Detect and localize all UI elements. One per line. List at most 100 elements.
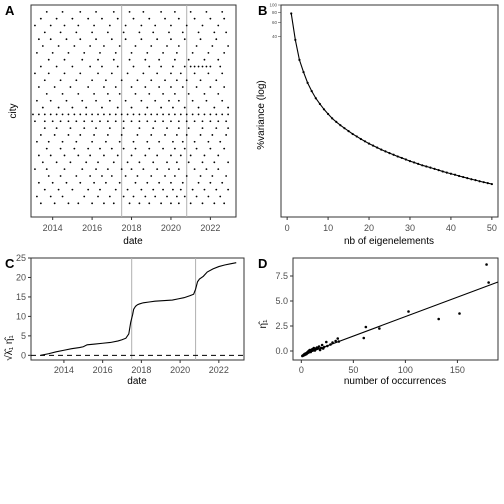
panel-b-point-5 <box>310 90 313 93</box>
panel-a-point-0-5 <box>103 202 105 205</box>
panel-a-point-9-12 <box>193 140 196 143</box>
panel-a-point-8-0 <box>45 147 48 150</box>
panel-a-point-26-10 <box>185 24 188 27</box>
panel-a-point-3-10 <box>170 181 172 184</box>
panel-a-point-26-4 <box>93 24 95 27</box>
panel-a-point-24-7 <box>140 38 143 41</box>
panel-a-point-1-13 <box>195 195 198 198</box>
panel-a-point-26-8 <box>154 24 157 27</box>
panel-c-x-tick-label-1: 2016 <box>93 365 113 375</box>
panel-a-point-16-5 <box>118 93 121 95</box>
panel-a-point-2-10 <box>172 188 174 191</box>
panel-d-point-29 <box>318 348 322 352</box>
panel-a-point-1-7 <box>132 195 135 198</box>
panel-a-point-21-1 <box>63 58 66 61</box>
panel-a-point-18-10 <box>185 79 188 82</box>
panel-a-point-26-5 <box>108 24 111 27</box>
panel-a-point-0-7 <box>128 202 131 205</box>
panel-d-point-24 <box>313 349 317 352</box>
panel-a-point-19-6 <box>126 72 129 75</box>
panel-b-point-1 <box>294 38 297 41</box>
panel-a-point-10-6 <box>120 134 123 136</box>
panel-a-point-9-10 <box>172 140 174 143</box>
panel-a-x-axis-title: date <box>123 236 143 247</box>
panel-a-point-4-2 <box>75 175 78 177</box>
panel-c-x-tick-label-2: 2018 <box>131 365 151 375</box>
panel-a-point-18-9 <box>175 79 178 82</box>
panel-b-point-26 <box>396 155 399 158</box>
panel-a-point-9-2 <box>61 140 64 143</box>
panel-a-point-7-5 <box>103 154 105 157</box>
panel-b-point-8 <box>322 108 326 111</box>
panel-a-point-3-9 <box>158 181 161 184</box>
panel-a-point-25-9 <box>181 31 184 34</box>
panel-a-point-8-12 <box>195 147 198 150</box>
panel-c-plot-frame <box>30 257 245 361</box>
panel-a-point-4-0 <box>47 175 50 177</box>
panel-c-y-tick-label-3: 15 <box>16 292 26 302</box>
panel-a-point-12-14 <box>146 120 149 123</box>
panel-d-points <box>301 263 490 358</box>
panel-a-point-2-15 <box>227 188 230 191</box>
panel-a-point-16-0 <box>45 93 48 95</box>
panel-a-point-13-13 <box>108 113 111 116</box>
panel-c-y-tick-label-4: 20 <box>16 272 26 282</box>
panel-a-point-17-0 <box>37 86 40 88</box>
panel-a-point-4-11 <box>185 175 188 177</box>
panel-a-point-14-1 <box>57 106 60 109</box>
panel-a-point-20-6 <box>132 65 135 68</box>
panel-a-point-27-1 <box>55 17 58 20</box>
panel-a-point-16-9 <box>173 93 176 95</box>
panel-a-point-7-6 <box>116 154 119 157</box>
panel-a-point-26-7 <box>140 24 143 27</box>
panel-a-point-5-3 <box>81 168 84 171</box>
panel-a-point-1-5 <box>108 195 111 198</box>
panel-a-point-27-11 <box>209 17 212 20</box>
panel-a-point-24-10 <box>183 38 186 41</box>
panel-a-point-28-9 <box>189 10 192 13</box>
panel-a-point-22-4 <box>99 51 101 54</box>
panel-a-point-23-7 <box>150 45 153 47</box>
panel-a-point-13-9 <box>85 113 88 116</box>
panel-b-point-6 <box>314 97 317 100</box>
panel-b-point-12 <box>339 124 342 127</box>
panel-a-point-9-5 <box>105 140 107 143</box>
panel-a-point-15-1 <box>49 99 52 102</box>
panel-a-point-13-14 <box>114 113 117 116</box>
panel-b-y-ticks: 100 80 60 40 <box>269 3 281 39</box>
panel-a-point-12-21 <box>201 120 204 123</box>
panel-a-point-1-14 <box>207 195 210 198</box>
panel-a-point-15-3 <box>81 99 84 102</box>
panel-b-point-31 <box>417 162 420 165</box>
panel-a-point-21-2 <box>81 58 84 61</box>
panel-a-point-4-12 <box>199 175 202 177</box>
panel-a-point-19-2 <box>63 72 66 75</box>
panel-a-point-12-12 <box>130 120 133 123</box>
panel-a-point-23-6 <box>134 45 137 47</box>
panel-a-point-28-6 <box>142 10 145 13</box>
panel-d-point-35 <box>326 344 329 348</box>
panel-c-y-axis-title: √λ̂₁ η̂₁ <box>3 335 15 361</box>
panel-a-point-23-11 <box>211 45 214 47</box>
panel-d-point-45 <box>437 317 440 321</box>
panel-a-point-2-14 <box>215 188 218 191</box>
panel-d-plot-frame <box>292 257 499 361</box>
panel-a-point-22-9 <box>175 51 178 54</box>
panel-a-point-20-16 <box>209 65 212 68</box>
panel-a-point-11-2 <box>69 127 72 129</box>
panel-d: D 0 50 100 150 0.0 2.5 5.0 7.5 number of occur… <box>257 256 499 387</box>
panel-d-point-40 <box>337 340 341 343</box>
panel-d-fit <box>301 281 499 357</box>
panel-d-y-axis-title: η̂₁ <box>257 319 269 329</box>
panel-d-point-30 <box>319 346 323 350</box>
panel-a-point-1-6 <box>122 195 125 198</box>
panel-b-point-24 <box>388 152 391 155</box>
panel-a-point-8-9 <box>162 147 164 150</box>
panel-b-point-11 <box>335 120 338 123</box>
panel-b-point-16 <box>355 135 358 138</box>
panel-a-point-10-2 <box>67 134 70 136</box>
panel-a-point-12-1 <box>43 120 46 123</box>
panel-d-x-axis-title: number of occurrences <box>344 376 446 387</box>
panel-b-x-tick-label-2: 20 <box>364 223 374 233</box>
panel-a-point-9-0 <box>36 140 38 143</box>
